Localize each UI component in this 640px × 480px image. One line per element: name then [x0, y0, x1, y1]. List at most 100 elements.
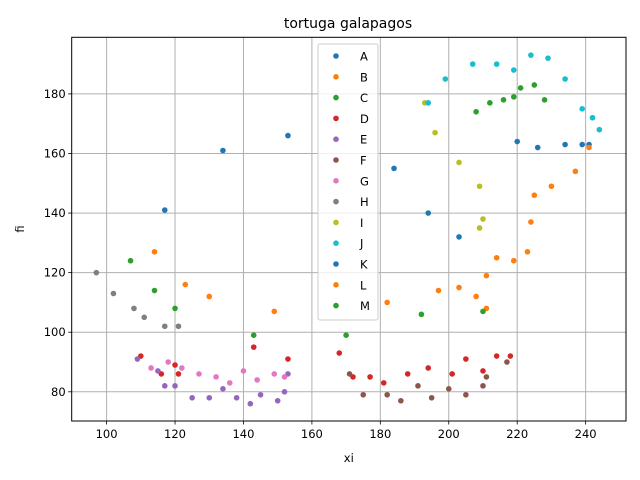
data-point-f: [445, 386, 452, 392]
data-point-b: [151, 248, 158, 255]
legend-label-j: J: [359, 237, 363, 251]
data-point-c: [517, 85, 524, 91]
data-point-e: [247, 400, 254, 407]
data-point-j: [528, 52, 534, 58]
plot-frame: [71, 36, 627, 422]
y-axis-ticks: 80 100 120 140 160 180: [44, 87, 72, 399]
data-point-a: [534, 144, 541, 151]
data-point-d: [336, 350, 343, 356]
legend-marker-c: [333, 94, 339, 101]
legend-marker-m: [333, 302, 339, 309]
data-point-j: [545, 55, 551, 61]
y-axis-label: fi: [13, 225, 27, 232]
x-tick-label: 100: [96, 427, 118, 441]
legend-label-k: K: [360, 258, 368, 272]
data-point-d: [493, 353, 500, 359]
data-point-b: [524, 248, 531, 255]
legend-label-l: L: [360, 278, 367, 292]
data-point-a: [220, 147, 226, 154]
data-point-j: [442, 76, 449, 82]
legend-marker-j: [333, 240, 339, 246]
x-axis-label: xi: [344, 451, 354, 465]
data-point-f: [398, 397, 404, 404]
data-point-d: [463, 356, 469, 362]
data-point-e: [233, 394, 240, 401]
legend-label-d: D: [360, 112, 369, 126]
data-point-b: [473, 293, 479, 300]
data-point-h: [131, 305, 137, 312]
chart-title: tortuga galapagos: [284, 16, 412, 32]
legend-marker-h: [333, 198, 339, 205]
data-point-j: [425, 100, 432, 106]
legend-marker-f: [333, 157, 339, 163]
legend-marker-l: [333, 282, 339, 288]
x-tick-label: 140: [232, 427, 254, 441]
y-tick-label: 160: [44, 146, 66, 160]
data-point-d: [250, 344, 257, 350]
y-tick-label: 180: [44, 87, 66, 101]
y-tick-label: 100: [44, 325, 66, 339]
data-point-c: [541, 97, 548, 103]
data-point-c: [487, 100, 493, 106]
data-point-b: [528, 219, 534, 225]
legend-marker-b: [333, 74, 339, 80]
data-point-f: [360, 391, 367, 398]
legend-label-m: M: [360, 299, 370, 313]
data-point-d: [425, 365, 432, 371]
data-point-b: [271, 308, 278, 315]
data-point-b: [435, 287, 442, 294]
data-point-e: [189, 394, 195, 401]
data-point-e: [155, 368, 161, 374]
data-point-g: [240, 368, 247, 374]
data-point-i: [456, 159, 462, 166]
data-point-j: [596, 126, 603, 133]
legend-marker-i: [333, 219, 339, 226]
legend-label-a: A: [360, 50, 368, 64]
data-point-a: [562, 141, 568, 148]
data-point-f: [480, 383, 486, 389]
data-point-i: [480, 216, 486, 222]
data-point-d: [172, 362, 178, 368]
data-point-i: [476, 225, 483, 231]
data-point-g: [179, 365, 185, 371]
data-point-c: [250, 332, 257, 339]
legend-marker-g: [333, 178, 339, 184]
data-point-d: [449, 371, 455, 377]
data-point-h: [161, 323, 168, 330]
data-point-i: [432, 129, 438, 136]
data-point-f: [428, 394, 435, 401]
data-point-e: [281, 389, 288, 395]
data-point-d: [285, 356, 291, 362]
data-point-c: [127, 257, 134, 264]
data-point-b: [572, 168, 579, 175]
data-point-b: [493, 254, 500, 261]
data-point-d: [380, 380, 387, 386]
data-point-j: [510, 67, 517, 73]
data-point-j: [469, 61, 476, 67]
data-point-g: [213, 374, 219, 380]
data-point-g: [148, 365, 154, 371]
data-point-c: [418, 311, 425, 318]
data-point-j: [589, 114, 596, 121]
legend-label-f: F: [360, 154, 367, 168]
data-point-h: [175, 323, 182, 330]
data-point-g: [196, 371, 202, 377]
data-point-b: [548, 183, 555, 190]
data-point-d: [367, 374, 373, 380]
x-tick-label: 240: [575, 427, 597, 441]
data-point-b: [384, 299, 390, 306]
legend-label-e: E: [360, 133, 367, 147]
data-point-g: [271, 371, 278, 377]
data-point-g: [165, 359, 171, 365]
data-point-e: [257, 391, 264, 398]
data-point-b: [206, 293, 213, 300]
data-point-e: [220, 386, 226, 392]
legend-marker-k: [333, 261, 339, 267]
data-point-e: [172, 383, 178, 389]
data-point-a: [161, 207, 168, 213]
data-point-f: [346, 371, 353, 377]
data-point-c: [500, 97, 507, 103]
data-point-g: [281, 374, 288, 380]
